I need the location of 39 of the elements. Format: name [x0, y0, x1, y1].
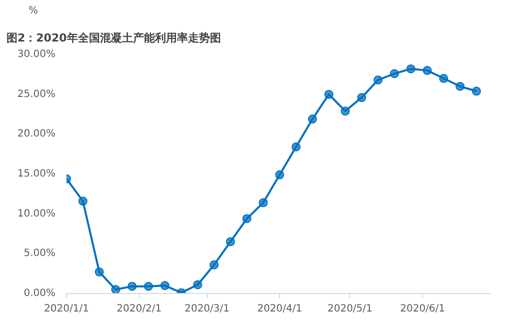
point: [160, 281, 170, 290]
x-tick-label: 2020/2/1: [116, 304, 162, 314]
point: [406, 64, 416, 74]
x-tick-label: 2020/4/1: [257, 304, 302, 314]
point: [422, 66, 432, 75]
y-tick-label: 5.00%: [24, 248, 56, 260]
point: [292, 142, 301, 152]
point: [472, 86, 481, 96]
point: [210, 260, 219, 270]
point: [324, 90, 334, 99]
point: [390, 69, 399, 78]
point: [128, 282, 137, 291]
chart-title: 图2：2020年全国混凝土产能利用率走势图: [6, 32, 221, 44]
y-tick-label: 30.00%: [17, 49, 56, 60]
point: [275, 170, 284, 180]
point: [357, 93, 366, 102]
y-tick-label: 10.00%: [17, 208, 56, 220]
x-tick-label: 2020/6/1: [400, 304, 446, 314]
point: [144, 282, 153, 291]
x-tick-label: 2020/3/1: [184, 304, 230, 314]
point: [374, 76, 383, 84]
y-tick-label: 0.00%: [24, 288, 56, 299]
point: [111, 285, 120, 294]
x-tick-label: 2020/1/1: [44, 304, 89, 314]
point: [439, 74, 448, 83]
x-tick-label: 2020/5/1: [327, 304, 372, 314]
point: [258, 198, 268, 208]
point: [308, 114, 317, 124]
point: [94, 268, 104, 276]
point: [456, 82, 465, 91]
point: [193, 280, 202, 290]
point: [340, 106, 350, 116]
y-tick-label: 20.00%: [17, 128, 56, 140]
y-tick-label: 15.00%: [17, 168, 56, 180]
point: [78, 196, 88, 206]
point: [242, 214, 252, 224]
y-tick-label: 25.00%: [17, 88, 56, 100]
point: [226, 237, 235, 246]
y-axis-title: %: [28, 6, 38, 16]
